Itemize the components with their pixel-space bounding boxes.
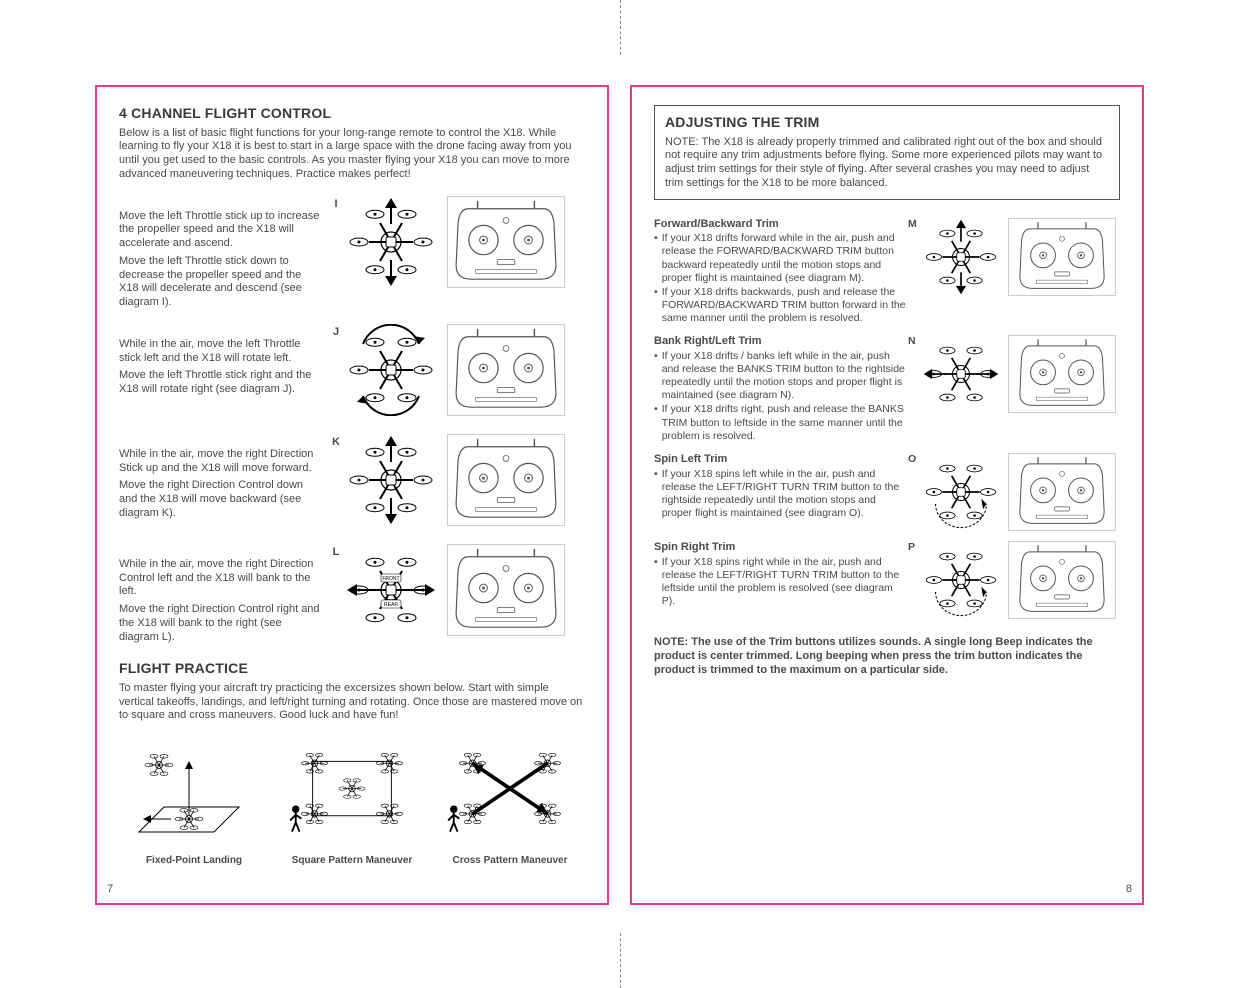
remote-diagram-icon [447,434,565,526]
remote-diagram-icon [1008,218,1116,296]
practice-1: Square Pattern Maneuver [277,737,427,868]
diagram-label: N [908,335,920,348]
diagram-label: L [329,544,343,560]
practice-label: Cross Pattern Maneuver [435,855,585,868]
control-row-K: While in the air, move the right Directi… [119,434,585,534]
drone-diagram-icon [920,335,1002,413]
trim-note: NOTE: The X18 is already properly trimme… [665,136,1109,191]
drone-diagram-icon [343,196,439,288]
fold-line-bottom [620,933,621,988]
fold-line-top [620,0,621,55]
trim-heading: Spin Right Trim [654,541,908,555]
intro-flight-practice: To master flying your aircraft try pract… [119,682,585,723]
trim-note-box: ADJUSTING THE TRIM NOTE: The X18 is alre… [654,105,1120,200]
trim-text: Forward/Backward TrimIf your X18 drifts … [654,218,908,326]
practice-label: Square Pattern Maneuver [277,855,427,868]
remote-diagram-icon [447,196,565,288]
trim-section-N: Bank Right/Left TrimIf your X18 drifts /… [654,335,1120,443]
drone-diagram-icon [920,541,1002,619]
drone-diagram-icon [343,434,439,526]
svg-text:REAR: REAR [384,602,398,608]
trim-heading: Spin Left Trim [654,453,908,467]
page-7: 4 CHANNEL FLIGHT CONTROL Below is a list… [95,85,609,905]
control-text: Move the left Throttle stick up to incre… [119,196,329,314]
page-number-right: 8 [1126,883,1132,897]
trim-text: Spin Right TrimIf your X18 spins right w… [654,541,908,608]
practice-2: Cross Pattern Maneuver [435,737,585,868]
intro-flight-control: Below is a list of basic flight function… [119,127,585,182]
diagram-label: J [329,324,343,340]
practice-label: Fixed-Point Landing [119,855,269,868]
svg-text:FRONT: FRONT [382,576,399,582]
practice-diagram-icon [435,737,585,855]
manual-spread: 4 CHANNEL FLIGHT CONTROL Below is a list… [0,0,1240,988]
diagram-label: P [908,541,920,554]
trim-text: Bank Right/Left TrimIf your X18 drifts /… [654,335,908,443]
practice-0: Fixed-Point Landing [119,737,269,868]
remote-diagram-icon [1008,335,1116,413]
page-8: ADJUSTING THE TRIM NOTE: The X18 is alre… [630,85,1144,905]
control-text: While in the air, move the right Directi… [119,544,329,649]
control-row-L: While in the air, move the right Directi… [119,544,585,649]
trim-heading: Forward/Backward Trim [654,218,908,232]
trim-section-P: Spin Right TrimIf your X18 spins right w… [654,541,1120,619]
remote-diagram-icon [447,324,565,416]
control-row-I: Move the left Throttle stick up to incre… [119,196,585,314]
diagram-label: K [329,434,343,450]
trim-section-M: Forward/Backward TrimIf your X18 drifts … [654,218,1120,326]
drone-diagram-icon [920,453,1002,531]
trim-section-O: Spin Left TrimIf your X18 spins left whi… [654,453,1120,531]
diagram-label: M [908,218,920,231]
heading-flight-practice: FLIGHT PRACTICE [119,660,585,678]
remote-diagram-icon [447,544,565,636]
control-text: While in the air, move the right Directi… [119,434,329,525]
heading-flight-control: 4 CHANNEL FLIGHT CONTROL [119,105,585,123]
heading-adjusting-trim: ADJUSTING THE TRIM [665,114,1109,132]
diagram-label: O [908,453,920,466]
practice-diagram-icon [119,737,269,855]
trim-text: Spin Left TrimIf your X18 spins left whi… [654,453,908,520]
diagram-label: I [329,196,343,212]
drone-diagram-icon [920,218,1002,296]
control-row-J: While in the air, move the left Throttle… [119,324,585,424]
remote-diagram-icon [1008,541,1116,619]
drone-diagram-icon [343,324,439,416]
control-text: While in the air, move the left Throttle… [119,324,329,401]
practice-diagram-icon [277,737,427,855]
remote-diagram-icon [1008,453,1116,531]
trim-sound-note: NOTE: The use of the Trim buttons utiliz… [654,635,1120,678]
page-number-left: 7 [107,883,113,897]
drone-diagram-icon: FRONT REAR [343,544,439,636]
trim-heading: Bank Right/Left Trim [654,335,908,349]
